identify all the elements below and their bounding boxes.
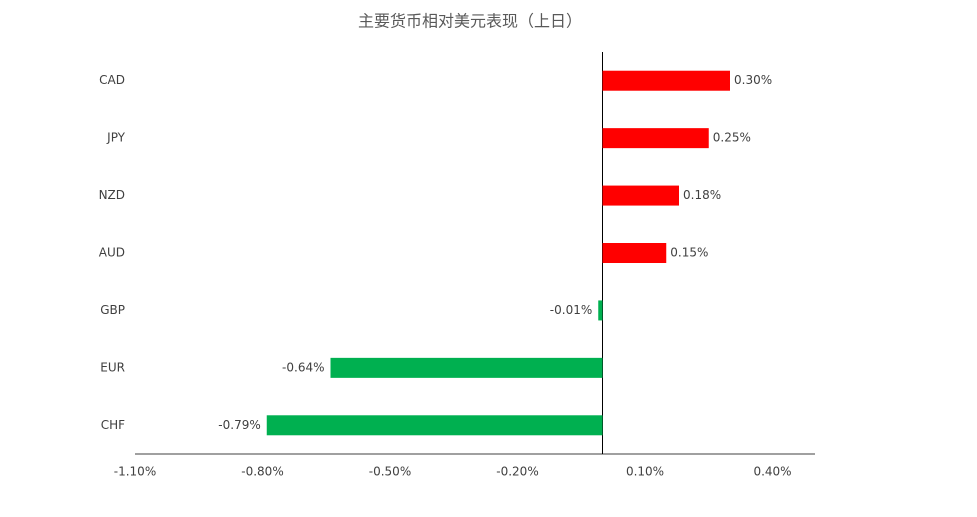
bar <box>330 357 603 378</box>
x-tick-label: -0.80% <box>241 465 283 479</box>
bar <box>602 243 667 263</box>
y-tick-label: NZD <box>99 188 125 202</box>
chart-title: 主要货币相对美元表现（上日） <box>358 12 582 31</box>
value-label: 0.15% <box>670 246 708 260</box>
bar <box>602 185 679 206</box>
x-tick-label: 0.10% <box>626 465 664 479</box>
value-label: 0.30% <box>734 73 772 87</box>
value-label: 0.18% <box>683 188 721 202</box>
y-tick-label: JPY <box>106 131 126 145</box>
value-label: -0.01% <box>550 303 592 317</box>
y-tick-label: CHF <box>101 418 125 432</box>
value-label: -0.64% <box>282 360 324 374</box>
y-tick-label: GBP <box>100 303 125 317</box>
y-tick-label: CAD <box>99 73 125 87</box>
x-tick-label: -0.50% <box>369 465 411 479</box>
value-label: 0.25% <box>713 131 751 145</box>
value-label: -0.79% <box>218 418 260 432</box>
bar <box>602 128 709 149</box>
bar <box>266 415 603 436</box>
x-tick-label: -0.20% <box>496 465 538 479</box>
y-tick-label: EUR <box>100 360 125 374</box>
bar <box>598 300 603 321</box>
x-tick-label: -1.10% <box>114 465 156 479</box>
bar <box>602 70 730 91</box>
x-tick-label: 0.40% <box>753 465 791 479</box>
y-tick-label: AUD <box>99 246 125 260</box>
